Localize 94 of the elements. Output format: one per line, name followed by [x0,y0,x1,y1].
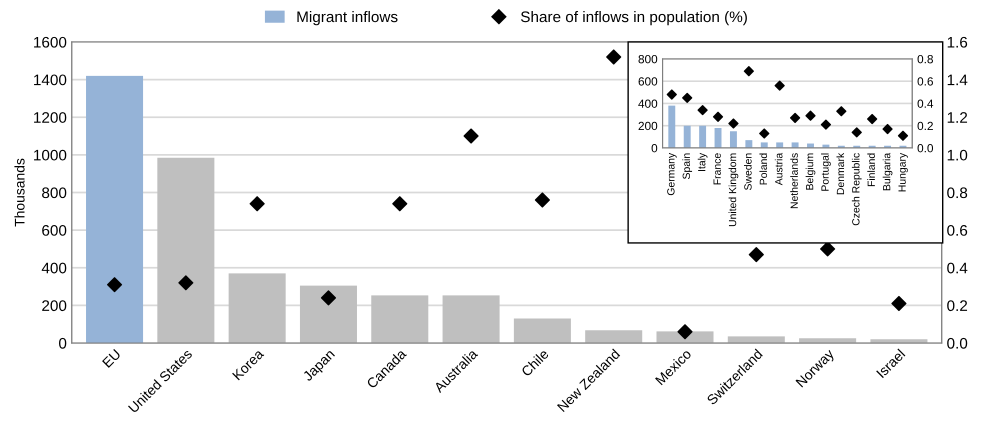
point [712,112,724,122]
point [882,124,893,134]
y-tick-label: 400 [638,99,658,108]
bar [157,158,214,344]
x-tick-label: United Kingdom [728,154,738,226]
x-tick-label: France [714,153,721,184]
point [852,127,862,138]
y2-tick-label: 0.0 [918,144,934,152]
point [836,106,846,116]
y2-tick-label: 0.6 [947,224,968,236]
y-axis-title: Thousands [14,158,25,227]
y2-tick-label: 1.2 [948,112,968,123]
point [666,89,677,100]
x-tick-label: Hungary [898,152,908,192]
point [534,192,550,208]
x-tick-label: Austria [774,152,782,186]
legend-label: Migrant inflows [297,10,398,26]
y2-tick-label: 0.4 [918,99,934,108]
bar [807,144,814,148]
bar [300,286,357,344]
y-tick-label: 600 [42,224,66,236]
bar [730,131,737,148]
bar [668,106,676,148]
y-tick-label: 0 [59,338,66,349]
point [677,324,693,340]
y-tick-label: 200 [638,122,658,130]
x-tick-label: EU [102,348,121,368]
point [178,275,194,290]
point [748,247,764,262]
y-tick-label: 600 [638,77,658,86]
y2-tick-label: 0.8 [947,187,968,198]
bar [745,140,752,148]
x-tick-label: Spain [682,154,692,180]
point [805,110,816,121]
y2-tick-label: 1.6 [948,36,968,48]
bar [714,128,722,148]
x-tick-label: Italy [698,152,708,171]
x-tick-label: Sweden [744,154,752,190]
bar [86,76,144,344]
y-tick-label: 1200 [34,112,66,123]
bar [684,126,691,148]
x-tick-label: Czech Republic [852,153,862,226]
y2-tick-label: 0.4 [947,262,968,274]
point [606,49,622,65]
x-tick-label: Belgium [806,154,816,190]
x-tick-label: Bulgaria [882,152,892,190]
legend-label: Share of inflows in population (%) [520,10,747,26]
bar [371,295,428,344]
point [728,118,739,129]
point [820,119,832,130]
y2-tick-label: 0.6 [918,77,933,86]
x-tick-label: Germany [667,152,677,196]
bar [228,273,286,344]
y2-tick-label: 0.2 [947,300,968,312]
y2-tick-label: 0.8 [918,54,933,64]
point [250,196,265,212]
y-tick-label: 800 [638,54,658,64]
bar [442,295,500,344]
point [464,128,479,144]
point [898,130,908,141]
point [867,114,878,124]
x-tick-label: Denmark [836,152,844,194]
x-tick-label: Finland [867,154,875,186]
point [891,296,906,312]
bar [822,144,830,148]
bar [776,142,784,148]
point [774,80,785,91]
x-tick-label: Poland [759,154,768,184]
bar [514,318,571,344]
y-tick-label: 800 [42,187,66,198]
bar [699,126,706,148]
point [790,112,800,124]
y2-tick-label: 1.0 [948,150,968,161]
x-tick-label: Portugal [821,154,831,191]
point [682,92,692,104]
y-tick-label: 1400 [34,74,66,86]
y2-tick-label: 1.4 [948,74,968,86]
point [759,128,770,139]
y-tick-label: 1600 [34,36,66,48]
bar [585,330,642,344]
y2-tick-label: 0.2 [918,122,933,130]
bar [792,142,799,148]
y-tick-label: 400 [42,262,66,274]
point [744,66,754,76]
y2-tick-label: 0.0 [947,338,968,349]
point [392,196,408,212]
point [698,105,708,116]
x-tick-label: Netherlands [790,153,798,208]
point [106,277,122,292]
y-tick-label: 1000 [34,150,66,161]
y-tick-label: 200 [42,300,66,312]
y-tick-label: 0 [652,144,658,152]
point [320,290,336,306]
bar [728,336,785,344]
